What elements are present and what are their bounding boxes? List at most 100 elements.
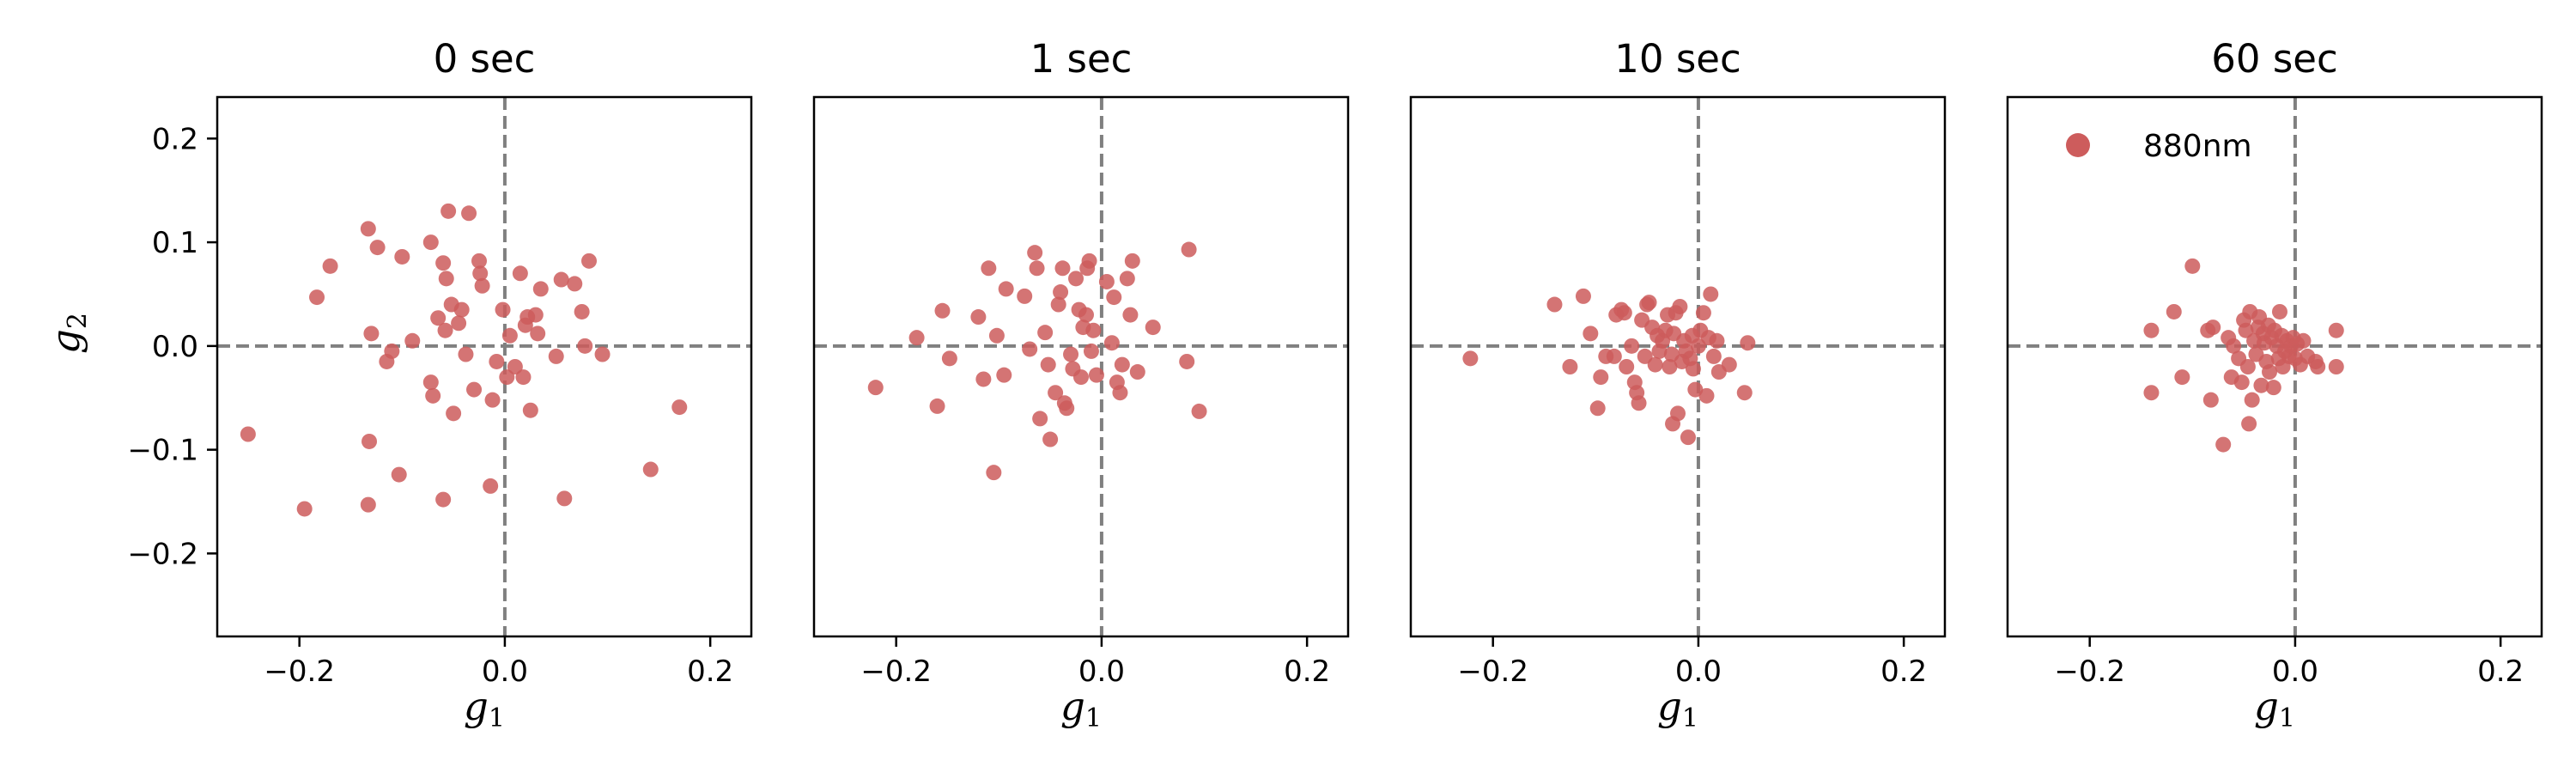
data-point <box>1050 296 1066 313</box>
data-point <box>1616 305 1632 321</box>
data-point <box>1562 359 1578 374</box>
scatter-panel-60-sec: 60 sec −0.2 0.0 0.2 g1 880nm <box>2006 36 2543 733</box>
plot-frame <box>2006 95 2543 638</box>
data-point <box>1662 359 1678 374</box>
x-tick-label: 0.0 <box>482 654 528 689</box>
data-point <box>438 271 454 287</box>
panel-title: 60 sec <box>2211 36 2337 82</box>
data-point <box>425 387 441 404</box>
data-point <box>489 353 505 369</box>
data-point <box>1680 429 1696 446</box>
data-point <box>1606 348 1622 364</box>
data-point <box>2295 332 2312 349</box>
legend-marker <box>2066 133 2090 157</box>
data-point <box>2143 385 2160 401</box>
data-point <box>507 359 523 374</box>
data-point <box>446 405 462 422</box>
data-point <box>867 380 884 396</box>
data-point <box>1736 385 1753 401</box>
data-point <box>1593 369 1609 386</box>
data-point <box>369 240 386 256</box>
data-point <box>2143 322 2160 338</box>
data-point <box>1122 307 1139 323</box>
data-point <box>484 392 501 408</box>
data-point <box>2239 359 2256 374</box>
data-point <box>501 327 518 344</box>
data-point <box>2215 436 2232 453</box>
data-point <box>1191 403 1207 419</box>
data-point <box>522 402 538 418</box>
x-tick-label: 0.2 <box>2477 654 2524 689</box>
data-point <box>1641 295 1657 311</box>
data-point <box>1048 385 1064 401</box>
data-point <box>975 371 992 387</box>
data-point <box>1703 286 1719 302</box>
data-point <box>1181 241 1197 258</box>
data-point <box>1022 341 1038 357</box>
x-tick-label: 0.2 <box>1284 654 1330 689</box>
data-point <box>941 350 957 367</box>
data-point <box>451 315 467 332</box>
data-point <box>1119 271 1135 287</box>
data-point <box>1690 338 1706 354</box>
data-point <box>361 433 378 449</box>
data-point <box>1037 325 1054 341</box>
data-point <box>1583 326 1599 342</box>
data-point <box>574 303 590 320</box>
data-point <box>422 234 439 251</box>
data-point <box>1106 289 1122 306</box>
data-point <box>240 426 256 442</box>
data-point <box>2328 322 2344 338</box>
data-point <box>458 346 474 362</box>
data-point <box>1637 348 1653 364</box>
data-point <box>1721 356 1737 373</box>
x-tick-label: 0.2 <box>687 654 733 689</box>
data-point <box>360 496 376 513</box>
data-point <box>499 369 515 386</box>
data-point <box>2310 359 2326 374</box>
x-tick-label: 0.0 <box>1675 654 1722 689</box>
data-point <box>515 369 532 386</box>
x-axis-label: g1 <box>1060 684 1102 733</box>
data-point <box>1575 288 1591 304</box>
data-point <box>981 260 997 277</box>
data-point <box>2184 258 2201 274</box>
data-point <box>671 399 688 416</box>
data-point <box>642 461 659 478</box>
data-point <box>1462 350 1479 367</box>
data-point <box>1705 348 1722 364</box>
y-tick-label: 0.0 <box>152 330 198 364</box>
data-point <box>1740 335 1756 351</box>
data-point <box>322 258 338 274</box>
data-point <box>394 248 410 265</box>
data-point <box>1027 245 1043 261</box>
data-point <box>296 501 313 517</box>
data-point <box>1103 335 1120 351</box>
data-point <box>1698 387 1715 404</box>
data-point <box>1073 369 1089 386</box>
data-point <box>2174 369 2190 386</box>
panel-title: 1 sec <box>1030 36 1133 82</box>
data-point <box>1647 356 1663 373</box>
data-point <box>553 271 569 288</box>
y-axis-label: g2 <box>43 313 93 354</box>
data-point <box>2244 392 2260 408</box>
data-point <box>495 301 511 318</box>
data-point <box>581 253 598 269</box>
plot-frame <box>216 95 753 638</box>
data-point <box>1687 381 1704 398</box>
x-tick-label: 0.0 <box>1078 654 1125 689</box>
data-point <box>1068 271 1084 287</box>
y-tick-label: 0.2 <box>152 122 198 156</box>
data-point <box>556 490 573 507</box>
data-point <box>1624 338 1640 354</box>
data-point <box>532 281 549 297</box>
data-point <box>1631 395 1647 411</box>
data-point <box>404 332 421 349</box>
data-point <box>2271 303 2287 320</box>
legend-label: 880nm <box>2143 129 2252 164</box>
data-point <box>998 281 1014 297</box>
data-point <box>1685 361 1701 377</box>
data-point <box>474 277 490 294</box>
